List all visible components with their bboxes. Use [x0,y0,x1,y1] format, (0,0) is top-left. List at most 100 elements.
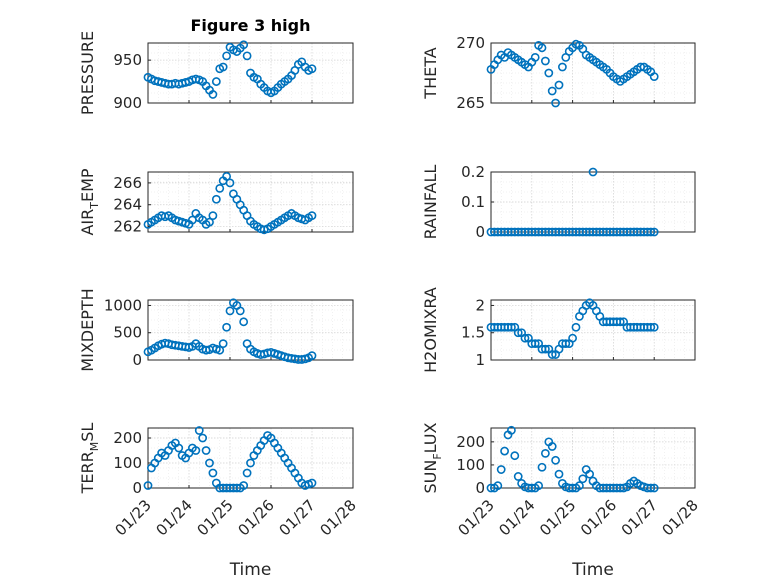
data-point [646,483,656,493]
x-tick-label: 01/28 [659,496,702,539]
y-tick-label: 100 [113,454,142,472]
data-point [547,442,557,451]
data-point [225,306,235,316]
data-point [571,322,581,332]
y-axis-label: RAINFALL [421,165,440,240]
data-point [215,345,225,355]
data-point [547,350,557,359]
subplot-mixdepth: 0 500 1000 MIXDEPTH [78,288,354,372]
y-tick-label: 200 [113,429,142,447]
y-tick-label: 900 [113,94,142,112]
y-tick-label: 266 [113,174,142,192]
data-point [561,339,571,349]
data-point [646,227,656,237]
data-point [242,51,252,61]
data-point [307,211,317,221]
y-tick-label: 264 [113,196,142,214]
chart-title: Figure 3 high [191,16,311,35]
data-point [235,306,245,316]
data-point [242,468,252,478]
data-point [246,458,255,468]
subplot-sun-flux: 0 100 200 SUNFLUX 01/2301/2401/2501/2601/270… [421,422,702,580]
data-point [530,339,540,349]
data-point [513,472,523,481]
data-point [211,194,221,204]
data-point [201,446,211,455]
data-point [496,465,506,474]
x-axis-label: Time [229,560,272,580]
x-tick-label: 01/27 [276,496,319,539]
data-point [239,40,249,50]
y-tick-label: 0.2 [461,163,485,181]
data-point [205,458,214,468]
x-tick-label: 01/28 [317,496,360,539]
data-point [646,322,656,332]
x-tick-label: 01/26 [235,496,278,539]
data-point [239,317,249,327]
data-point [544,68,554,78]
data-point [307,351,317,361]
y-tick-label: 1000 [104,296,142,314]
x-tick-label: 01/25 [536,496,579,539]
x-tick-label: 01/25 [194,496,237,539]
y-tick-label: 950 [113,51,142,69]
y-tick-label: 0 [132,479,142,497]
data-point [506,322,516,332]
data-point [239,481,249,490]
data-point [534,481,544,491]
y-tick-label: 265 [456,94,485,112]
y-tick-label: 0.1 [461,193,485,211]
axes-border [147,427,354,489]
subplot-rainfall: 0 0.1 0.2 RAINFALL [421,163,696,241]
y-axis-label: THETA [421,47,440,99]
data-point [307,64,317,74]
data-point [547,86,557,96]
x-tick-label: 01/27 [618,496,661,539]
data-point [218,62,228,72]
data-point [500,446,509,456]
x-tick-label: 01/24 [153,496,196,539]
subplot-pressure: 900 950 PRESSURE Figure 3 high [78,16,354,115]
y-axis-label: AIRTEMP [78,168,101,235]
data-point [615,317,625,327]
data-point [649,322,659,332]
data-point [588,167,598,177]
y-tick-label: 270 [456,34,485,52]
y-axis-label: H2OMIXRA [421,287,440,373]
data-point [218,339,228,349]
y-tick-label: 500 [113,324,142,342]
data-point [215,183,225,193]
subplot-h2omixra: 1 1.5 2 H2OMIXRA [421,287,696,373]
data-point [568,333,577,343]
y-tick-label: 1.5 [461,324,485,342]
x-axis-label: Time [571,560,614,580]
data-point [191,446,201,455]
data-point [540,344,550,354]
data-point [307,478,317,488]
y-tick-label: 0 [132,351,142,369]
data-point [506,425,516,435]
y-tick-label: 100 [456,456,485,474]
data-point [225,178,235,188]
data-point [520,333,530,343]
y-axis-label: SUNFLUX [421,422,444,493]
data-point [222,171,231,181]
y-tick-label: 1 [475,351,485,369]
data-point [585,469,595,479]
data-point [558,62,567,72]
data-point [537,462,547,472]
data-point [174,443,184,453]
data-point [208,468,218,478]
data-point [143,481,153,490]
data-point [554,469,564,479]
data-point [649,227,659,237]
x-tick-label: 01/24 [495,496,538,539]
data-point [551,98,560,108]
data-point [222,322,231,332]
data-point [540,56,550,66]
data-point [554,80,564,90]
data-point [530,53,540,62]
data-point [513,328,523,338]
subplot-air-temp: 262 264 266 AIRTEMP [78,168,354,236]
data-point [194,426,204,435]
